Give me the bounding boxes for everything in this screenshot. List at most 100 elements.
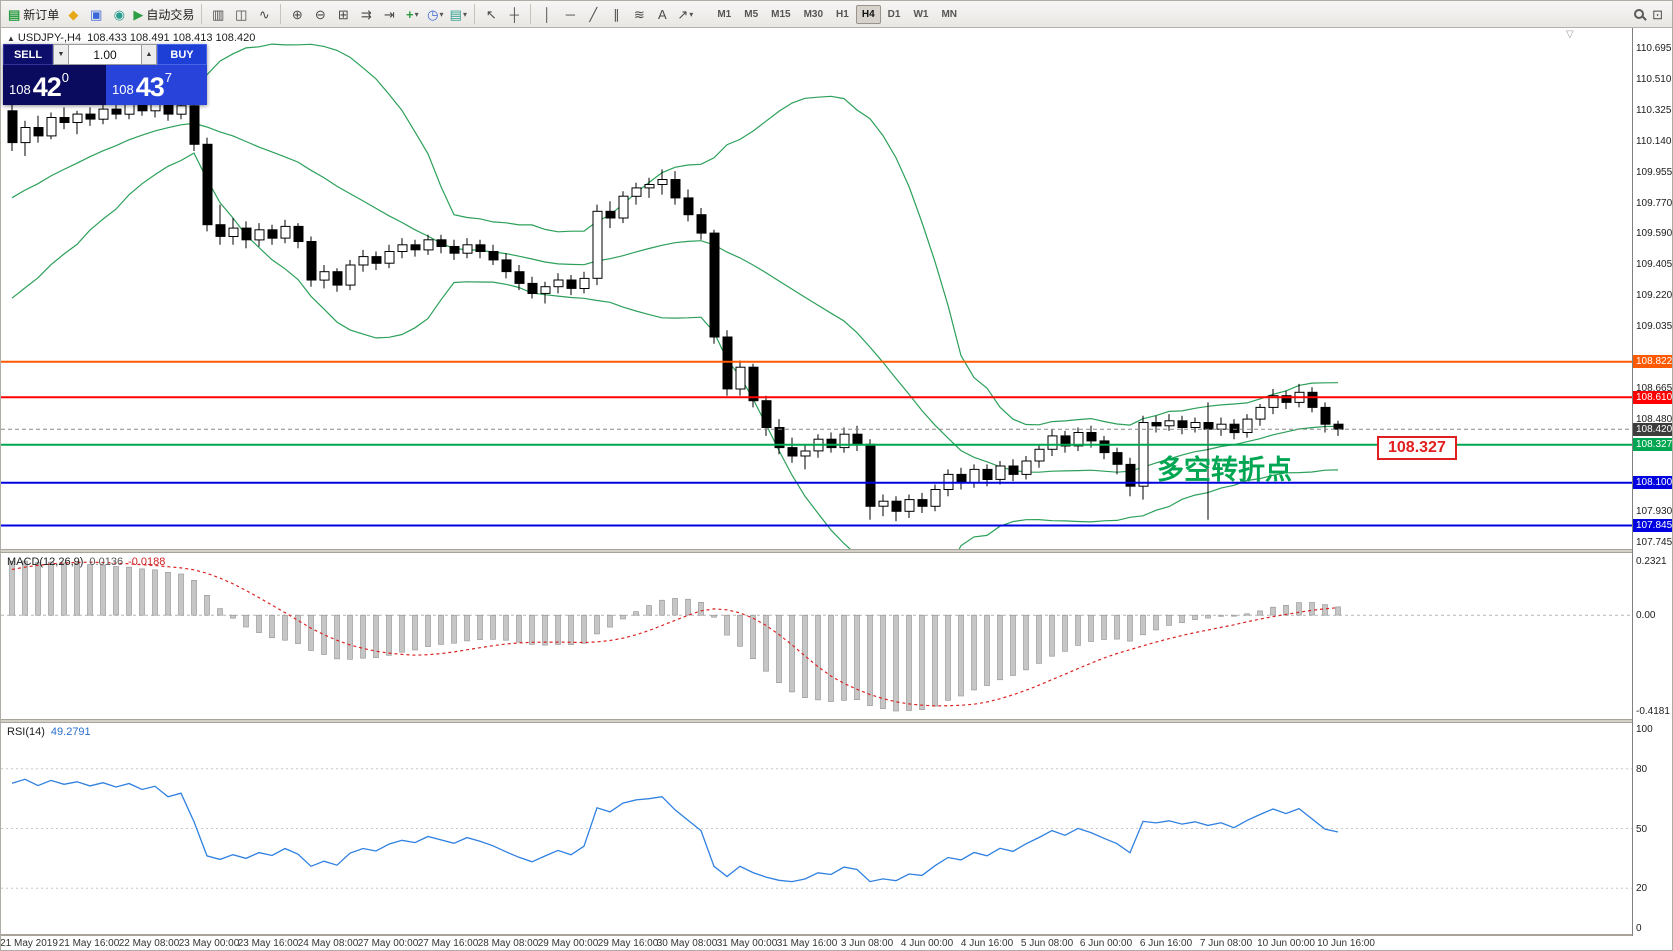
candlestick-button[interactable]: ◫: [230, 3, 252, 25]
crosshair-button[interactable]: ┼: [503, 3, 525, 25]
tab-m30[interactable]: M30: [803, 8, 824, 20]
time-label: 5 Jun 08:00: [1020, 938, 1074, 949]
cursor-icon: ↖: [485, 6, 497, 22]
candlestick-chart[interactable]: [1, 28, 1632, 549]
chart-shift-icon: ⇥: [383, 6, 395, 22]
sell-price-big: 42: [32, 72, 62, 102]
horizontal-line-button[interactable]: ─: [559, 3, 581, 25]
time-label: 31 May 16:00: [776, 938, 838, 949]
price-line-label: 108.100: [1633, 476, 1672, 489]
price-tick: 109.405: [1636, 259, 1673, 270]
time-label: 10 Jun 16:00: [1317, 938, 1375, 949]
rsi-value: 49.2791: [50, 726, 91, 738]
volume-input[interactable]: [69, 44, 141, 65]
rsi-label: RSI(14) 49.2791: [7, 726, 91, 738]
market-watch-button[interactable]: ◉: [108, 3, 130, 25]
chevron-down-icon: ▾: [414, 9, 419, 19]
macd-plot[interactable]: [1, 553, 1632, 719]
one-click-trade-panel: SELL ▼ ▲ BUY 108 42 0 108 43 7: [3, 44, 207, 105]
time-label: 27 May 16:00: [417, 938, 479, 949]
time-label: 3 Jun 08:00: [840, 938, 894, 949]
bar-chart-button[interactable]: ▥: [207, 3, 229, 25]
fibonacci-button[interactable]: ≋: [628, 3, 650, 25]
macd-axis-zero: 0.00: [1636, 610, 1656, 621]
macd-pane[interactable]: MACD(12,26,9) 0.0136 -0.0188: [1, 553, 1632, 719]
buy-button[interactable]: BUY: [157, 44, 207, 65]
ohlc-values: 108.433 108.491 108.413 108.420: [87, 32, 256, 44]
autotrading-button[interactable]: ▶ 自动交易: [131, 3, 196, 25]
macd-label: MACD(12,26,9) 0.0136 -0.0188: [7, 556, 165, 568]
rsi-plot[interactable]: [1, 723, 1632, 934]
metaeditor-button[interactable]: ◆: [62, 3, 84, 25]
autotrading-icon: ▶: [133, 6, 144, 22]
rsi-axis-0: 0: [1636, 923, 1642, 934]
time-axis: 21 May 2019 21 May 16:00 22 May 08:00 23 Ma…: [1, 936, 1672, 950]
tile-windows-button[interactable]: ⊞: [332, 3, 354, 25]
vertical-line-button[interactable]: │: [536, 3, 558, 25]
tab-mn[interactable]: MN: [941, 8, 957, 20]
price-line-label: 108.610: [1633, 391, 1672, 404]
zoom-out-icon: ⊖: [314, 6, 326, 22]
time-label: 29 May 16:00: [597, 938, 659, 949]
layers-icon[interactable]: ⊡: [1652, 6, 1663, 22]
tab-m5[interactable]: M5: [744, 8, 759, 20]
chart-window-button[interactable]: ▣: [85, 3, 107, 25]
toolbar-separator: [201, 4, 203, 24]
buy-price-base: 108: [112, 82, 134, 98]
panel-resize-handle[interactable]: [1, 549, 1672, 553]
search-icon[interactable]: [1634, 9, 1645, 19]
indicators-button[interactable]: + ▾: [401, 3, 423, 25]
price-callout[interactable]: 108.327: [1377, 436, 1457, 460]
chart-window-icon: ▣: [90, 6, 103, 22]
periods-button[interactable]: ◷ ▾: [424, 3, 446, 25]
text-tool-icon: A: [657, 6, 667, 22]
templates-button[interactable]: ▤ ▾: [447, 3, 469, 25]
trendline-icon: ╱: [589, 6, 598, 22]
chevron-down-icon: ▾: [462, 9, 467, 19]
text-tool-button[interactable]: A: [651, 3, 673, 25]
crosshair-icon: ┼: [509, 6, 519, 22]
buy-price-display[interactable]: 108 43 7: [106, 65, 207, 105]
templates-icon: ▤: [449, 6, 462, 22]
line-chart-icon: ∿: [258, 6, 270, 22]
time-label: 7 Jun 08:00: [1199, 938, 1253, 949]
chart-shift-button[interactable]: ⇥: [378, 3, 400, 25]
indicators-icon: +: [406, 6, 414, 22]
zoom-in-button[interactable]: ⊕: [286, 3, 308, 25]
cursor-button[interactable]: ↖: [480, 3, 502, 25]
panel-resize-handle[interactable]: [1, 719, 1672, 723]
horizontal-line-icon: ─: [565, 6, 575, 22]
time-label: 6 Jun 00:00: [1079, 938, 1133, 949]
collapse-arrow-icon[interactable]: ▲: [7, 34, 15, 43]
tab-m15[interactable]: M15: [771, 8, 791, 20]
annotation-text[interactable]: 多空转折点: [1157, 455, 1292, 485]
time-label: 30 May 08:00: [656, 938, 718, 949]
rsi-pane[interactable]: RSI(14) 49.2791: [1, 723, 1632, 934]
price-line-label: 108.420: [1633, 423, 1672, 436]
main-chart-pane[interactable]: ▲ USDJPY-,H4 108.433 108.491 108.413 108.4…: [1, 28, 1632, 549]
trendline-button[interactable]: ╱: [582, 3, 604, 25]
vertical-line-icon: │: [543, 6, 552, 22]
new-order-button[interactable]: ▤ 新订单: [6, 3, 61, 25]
scroll-marker-icon[interactable]: ▽: [1566, 29, 1574, 40]
rsi-axis-level: 20: [1636, 883, 1648, 894]
volume-increase-button[interactable]: ▲: [141, 44, 157, 65]
auto-scroll-button[interactable]: ⇉: [355, 3, 377, 25]
price-tick: 110.140: [1636, 136, 1672, 147]
zoom-out-button[interactable]: ⊖: [309, 3, 331, 25]
volume-decrease-button[interactable]: ▼: [53, 44, 69, 65]
tab-h4[interactable]: H4: [855, 4, 881, 24]
tab-m1[interactable]: M1: [717, 8, 732, 20]
price-tick: 109.220: [1636, 290, 1673, 301]
tab-w1[interactable]: W1: [913, 8, 929, 20]
channel-button[interactable]: ∥: [605, 3, 627, 25]
sell-button[interactable]: SELL: [3, 44, 53, 65]
price-line-label: 108.822: [1633, 355, 1672, 368]
tab-d1[interactable]: D1: [887, 8, 901, 20]
sell-price-display[interactable]: 108 42 0: [3, 65, 104, 105]
arrows-tool-button[interactable]: ↗ ▾: [674, 3, 696, 25]
panel-resize-handle[interactable]: [1, 934, 1672, 936]
sell-price-sup: 0: [61, 70, 69, 85]
tab-h1[interactable]: H1: [836, 8, 849, 20]
line-chart-button[interactable]: ∿: [253, 3, 275, 25]
